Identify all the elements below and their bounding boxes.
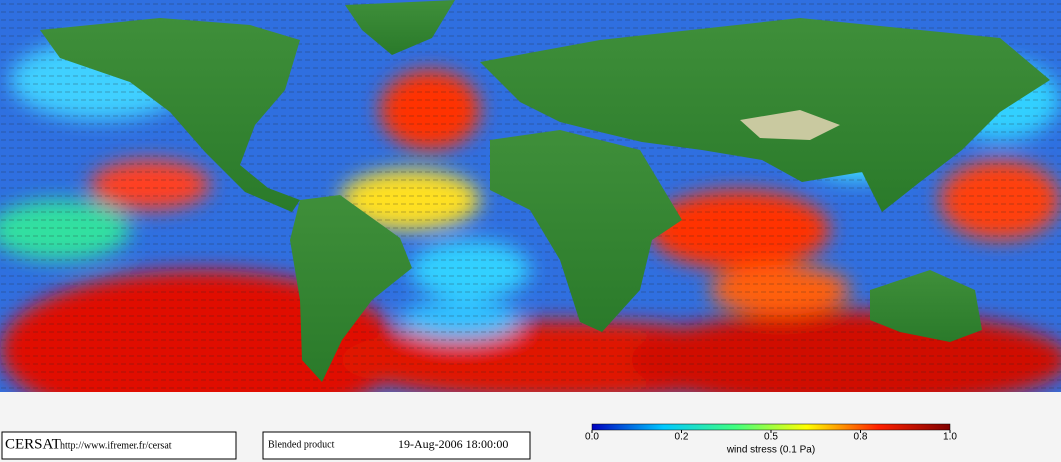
colorbar-ramp bbox=[591, 423, 951, 431]
africa bbox=[490, 130, 682, 332]
south-america bbox=[290, 195, 412, 382]
australia bbox=[870, 270, 982, 342]
colorbar-tick-label: 0.2 bbox=[675, 432, 689, 443]
logo-box bbox=[1, 431, 237, 460]
eurasia bbox=[480, 18, 1050, 212]
colorbar-tick-label: 1.0 bbox=[943, 432, 957, 443]
continents bbox=[40, 0, 1050, 382]
datetime: 19-Aug-2006 18:00:00 bbox=[398, 437, 508, 451]
product: Blended product bbox=[268, 439, 335, 450]
colorbar-tick-label: 0.5 bbox=[764, 432, 778, 443]
north-america bbox=[40, 18, 300, 212]
url: http://www.ifremer.fr/cersat bbox=[60, 440, 172, 451]
logo: CERSAT bbox=[5, 436, 61, 452]
colorbar-label: wind stress (0.1 Pa) bbox=[726, 445, 815, 456]
colorbar-tick-label: 0.0 bbox=[585, 432, 599, 443]
greenland bbox=[345, 0, 455, 55]
colorbar: 0.0 0.2 0.5 0.8 1.0 wind stress (0.1 Pa) bbox=[585, 423, 957, 456]
colorbar-tick-label: 0.8 bbox=[854, 432, 868, 443]
product-box bbox=[262, 431, 531, 460]
tibet-plateau bbox=[740, 110, 840, 140]
